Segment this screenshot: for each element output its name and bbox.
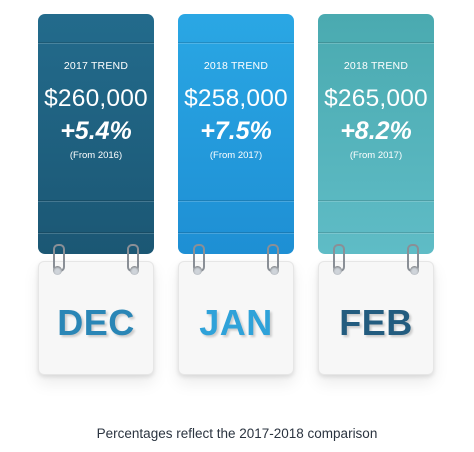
punch-hole-icon: [193, 266, 202, 275]
percent-change: +7.5%: [200, 117, 272, 145]
price-amount: $258,000: [184, 85, 288, 112]
month-label: FEB: [339, 302, 413, 343]
tag-divider: [318, 200, 434, 201]
footnote-caption: Percentages reflect the 2017-2018 compar…: [96, 426, 378, 441]
month-card: DEC: [38, 261, 154, 375]
month-label: JAN: [199, 302, 273, 343]
tag-divider: [318, 232, 434, 233]
trend-card-dec: 2017 TREND $260,000 +5.4% (From 2016) DE…: [38, 14, 154, 375]
tag-divider: [318, 42, 434, 43]
price-amount: $260,000: [44, 85, 148, 112]
comparison-note: (From 2017): [349, 150, 403, 161]
punch-hole-icon: [333, 266, 342, 275]
trend-card-feb: 2018 TREND $265,000 +8.2% (From 2017) FE…: [318, 14, 434, 375]
tag-divider: [38, 200, 154, 201]
percent-change: +8.2%: [340, 117, 412, 145]
trend-label: 2018 TREND: [343, 60, 409, 72]
tag-divider: [178, 200, 294, 201]
comparison-note: (From 2017): [209, 150, 263, 161]
trend-tag: 2018 TREND $265,000 +8.2% (From 2017): [318, 14, 434, 254]
comparison-note: (From 2016): [69, 150, 123, 161]
trend-label: 2018 TREND: [203, 60, 269, 72]
punch-hole-icon: [270, 266, 279, 275]
trend-tag: 2018 TREND $258,000 +7.5% (From 2017): [178, 14, 294, 254]
trend-tag: 2017 TREND $260,000 +5.4% (From 2016): [38, 14, 154, 254]
price-amount: $265,000: [324, 85, 428, 112]
tag-divider: [178, 232, 294, 233]
tag-divider: [38, 232, 154, 233]
punch-hole-icon: [410, 266, 419, 275]
tag-divider: [38, 42, 154, 43]
month-label: DEC: [57, 302, 135, 343]
punch-hole-icon: [130, 266, 139, 275]
tag-divider: [178, 42, 294, 43]
month-card: JAN: [178, 261, 294, 375]
percent-change: +5.4%: [60, 117, 132, 145]
punch-hole-icon: [53, 266, 62, 275]
month-card: FEB: [318, 261, 434, 375]
trend-label: 2017 TREND: [63, 60, 129, 72]
trend-card-jan: 2018 TREND $258,000 +7.5% (From 2017) JA…: [178, 14, 294, 375]
